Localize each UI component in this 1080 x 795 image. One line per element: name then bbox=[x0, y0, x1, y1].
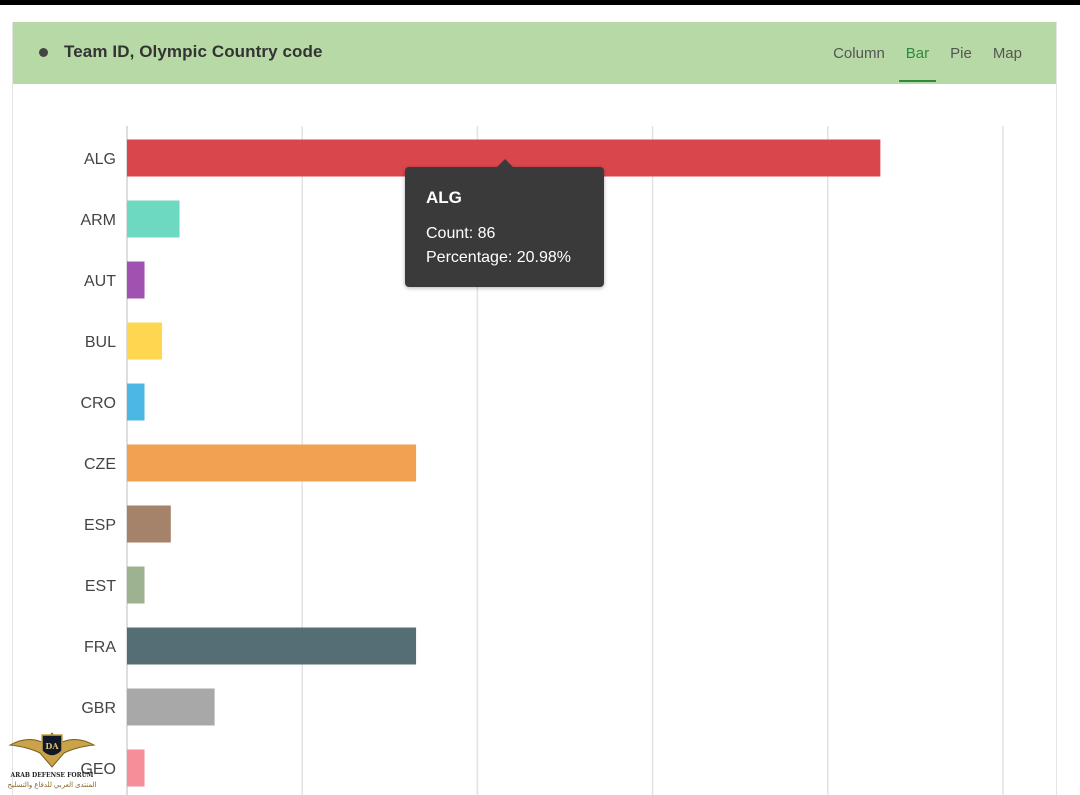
category-label-bul: BUL bbox=[85, 334, 116, 351]
bullet-icon bbox=[39, 48, 48, 57]
category-label-cze: CZE bbox=[84, 456, 116, 473]
bars bbox=[127, 139, 881, 787]
forum-logo: DA ARAB DEFENSE FORUM المنتدى العربي للد… bbox=[6, 727, 98, 793]
category-label-est: EST bbox=[85, 578, 116, 595]
bar-aut[interactable] bbox=[127, 261, 145, 299]
shield-icon: DA bbox=[8, 732, 96, 768]
watermark-line2: المنتدى العربي للدفاع والتسليح bbox=[7, 782, 97, 789]
tooltip-title: ALG bbox=[426, 188, 462, 207]
tooltip-count: Count: 86 bbox=[426, 225, 496, 242]
bar-est[interactable] bbox=[127, 566, 145, 604]
bar-esp[interactable] bbox=[127, 505, 171, 543]
bar-bul[interactable] bbox=[127, 322, 163, 360]
watermark-line1: ARAB DEFENSE FORUM bbox=[10, 772, 94, 779]
tab-map[interactable]: Map bbox=[992, 45, 1022, 62]
category-label-geo: GEO bbox=[80, 761, 116, 778]
category-label-fra: FRA bbox=[84, 639, 116, 656]
category-label-arm: ARM bbox=[80, 212, 116, 229]
category-label-cro: CRO bbox=[80, 395, 116, 412]
panel-header: Team ID, Olympic Country code Column Bar… bbox=[13, 22, 1056, 84]
chart-type-tabs: Column Bar Pie Map bbox=[812, 22, 1022, 84]
category-label-gbr: GBR bbox=[81, 700, 116, 717]
bar-gbr[interactable] bbox=[127, 688, 215, 726]
category-labels: ALG ARM AUT BUL CRO CZE ESP EST FRA GBR GEO bbox=[80, 151, 116, 778]
bar-geo[interactable] bbox=[127, 749, 145, 787]
category-label-alg: ALG bbox=[84, 151, 116, 168]
panel-title: Team ID, Olympic Country code bbox=[64, 42, 323, 61]
chart-tooltip: ALG Count: 86 Percentage: 20.98% bbox=[405, 159, 604, 287]
svg-text:DA: DA bbox=[45, 741, 59, 751]
category-label-aut: AUT bbox=[84, 273, 116, 290]
tab-column[interactable]: Column bbox=[833, 45, 885, 62]
bar-arm[interactable] bbox=[127, 200, 180, 238]
category-label-esp: ESP bbox=[84, 517, 116, 534]
tab-bar[interactable]: Bar bbox=[898, 22, 937, 84]
tooltip-percentage: Percentage: 20.98% bbox=[426, 249, 571, 266]
tab-pie[interactable]: Pie bbox=[950, 45, 972, 62]
bar-cze[interactable] bbox=[127, 444, 417, 482]
bar-fra[interactable] bbox=[127, 627, 417, 665]
window-top-border bbox=[0, 0, 1080, 5]
bar-cro[interactable] bbox=[127, 383, 145, 421]
